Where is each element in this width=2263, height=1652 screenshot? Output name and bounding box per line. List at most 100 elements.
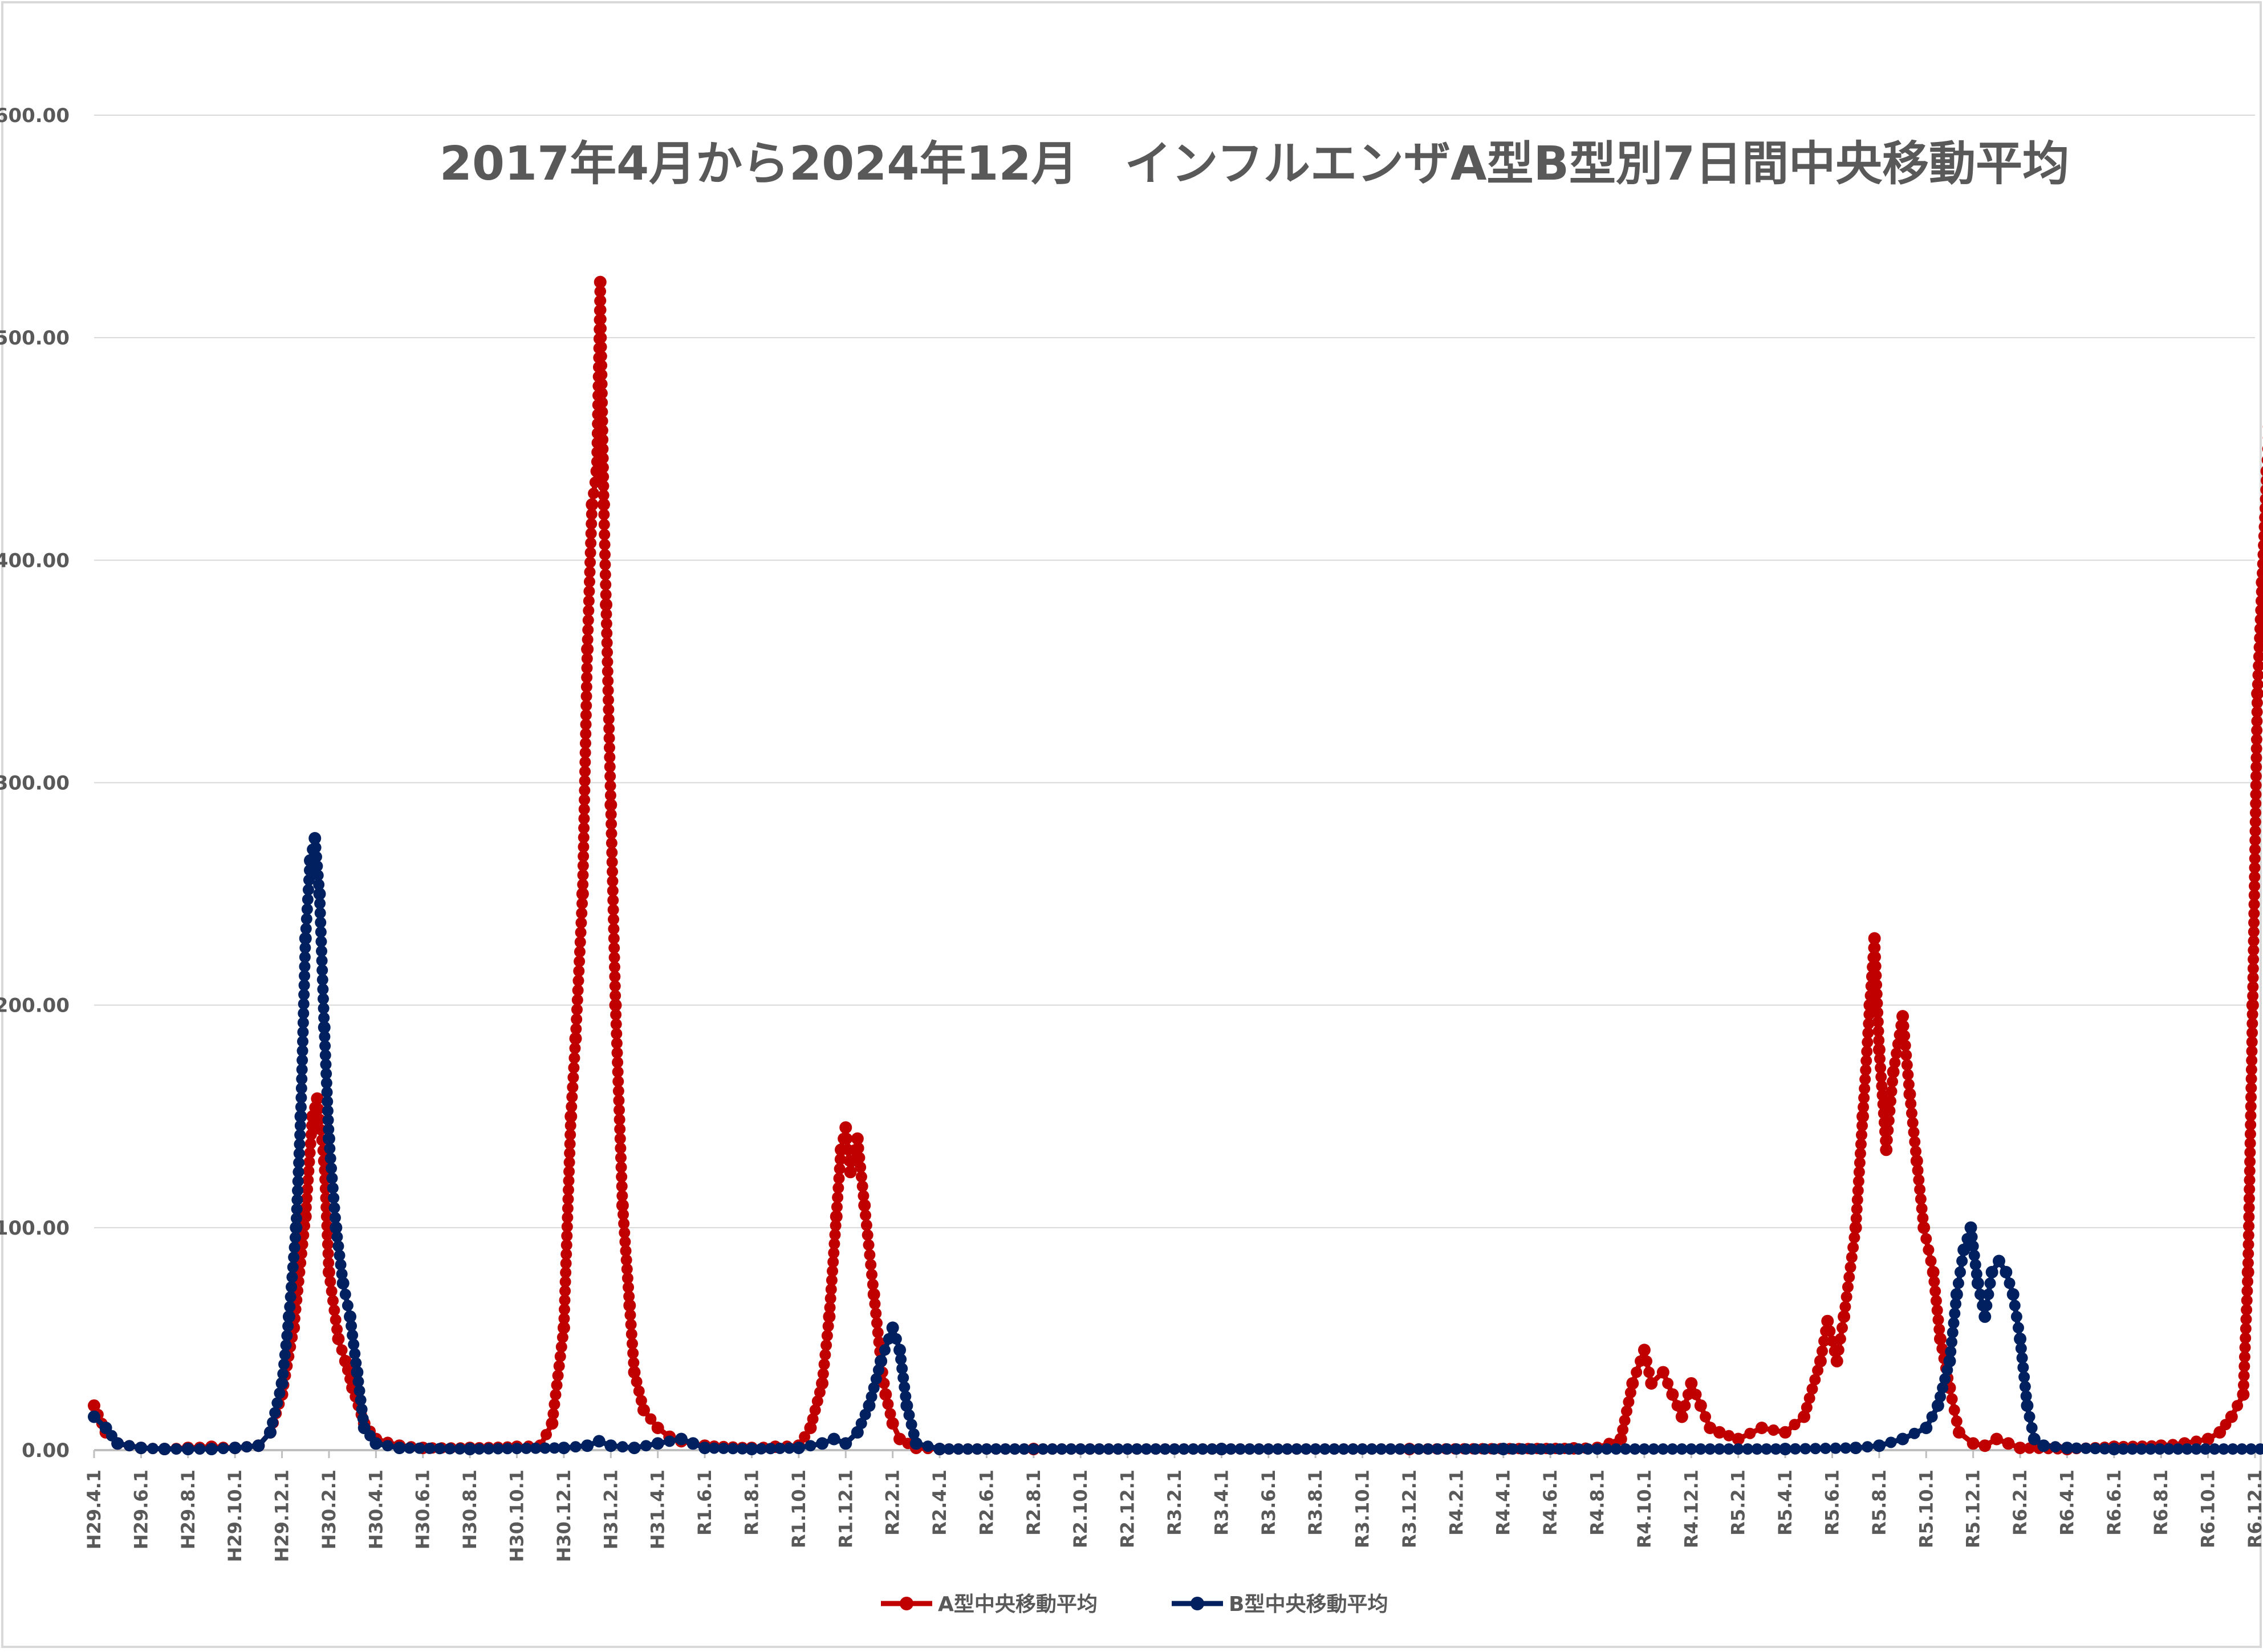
data-point xyxy=(1883,1115,1895,1126)
data-point xyxy=(599,559,611,570)
x-tick-label: R3.8.1 xyxy=(1305,1470,1326,1536)
data-point xyxy=(1953,1277,1964,1289)
data-point xyxy=(2000,1266,2012,1278)
data-point xyxy=(2021,1399,2033,1412)
data-point xyxy=(1927,1411,1938,1422)
data-point xyxy=(1831,1355,1843,1367)
data-point xyxy=(1839,1301,1851,1313)
data-point xyxy=(891,1333,902,1345)
data-point xyxy=(404,1442,415,1454)
data-point xyxy=(1882,1134,1893,1146)
data-point xyxy=(841,1133,852,1144)
data-point xyxy=(598,509,610,520)
data-point xyxy=(302,894,314,905)
data-point xyxy=(1631,1366,1642,1378)
data-point xyxy=(1902,1069,1913,1081)
data-point xyxy=(326,1285,338,1297)
data-point xyxy=(328,1305,340,1316)
data-point xyxy=(1900,1040,1911,1051)
x-tick-label: R3.4.1 xyxy=(1210,1470,1232,1536)
x-tick-label: R6.10.1 xyxy=(2197,1470,2219,1548)
data-point xyxy=(903,1410,915,1421)
data-point xyxy=(1850,1442,1862,1454)
data-point xyxy=(229,1442,241,1454)
legend-marker xyxy=(900,1597,913,1610)
data-point xyxy=(1645,1377,1657,1390)
data-point xyxy=(369,1437,382,1450)
x-tick-label: R5.6.1 xyxy=(1821,1470,1843,1536)
x-tick-label: H29.10.1 xyxy=(224,1470,246,1562)
data-point xyxy=(325,1152,336,1164)
data-point xyxy=(1821,1315,1834,1328)
data-point xyxy=(633,1386,645,1397)
data-point xyxy=(1896,1432,1909,1445)
data-point xyxy=(301,913,312,924)
data-point xyxy=(182,1443,194,1455)
data-point xyxy=(218,1443,229,1454)
data-point xyxy=(324,1276,336,1288)
data-point xyxy=(1956,1255,1968,1267)
x-tick-label: R5.10.1 xyxy=(1915,1470,1937,1548)
data-point xyxy=(1923,1244,1934,1256)
data-point xyxy=(861,1219,872,1231)
data-point xyxy=(1873,1439,1886,1452)
x-tick-label: R4.6.1 xyxy=(1539,1470,1561,1536)
data-point xyxy=(1978,1310,1991,1323)
y-tick-label: 600.00 xyxy=(0,104,70,127)
data-point xyxy=(865,1259,876,1271)
data-point xyxy=(1657,1366,1669,1378)
x-tick-label: R3.6.1 xyxy=(1258,1470,1279,1536)
data-point xyxy=(887,1417,899,1430)
data-point xyxy=(336,1344,348,1355)
data-point xyxy=(1953,1426,1965,1439)
data-point xyxy=(839,1437,852,1450)
x-tick-label: H29.4.1 xyxy=(83,1470,105,1549)
data-point xyxy=(1820,1443,1831,1454)
data-point xyxy=(588,488,599,499)
data-point xyxy=(568,1062,579,1073)
data-point xyxy=(567,1082,578,1093)
x-tick-label: R4.12.1 xyxy=(1680,1470,1702,1548)
data-point xyxy=(287,1261,299,1273)
data-point xyxy=(567,1071,579,1083)
data-point xyxy=(1676,1410,1688,1423)
data-point xyxy=(599,539,611,550)
data-point xyxy=(326,1163,337,1174)
x-tick-label: R1.6.1 xyxy=(694,1470,716,1536)
data-point xyxy=(586,498,598,511)
data-point xyxy=(342,1300,354,1311)
data-point xyxy=(828,1432,840,1445)
data-point xyxy=(1902,1060,1913,1071)
data-point xyxy=(1799,1443,1811,1454)
data-point xyxy=(1846,1252,1858,1263)
data-point xyxy=(1638,1343,1651,1356)
data-point xyxy=(302,903,313,915)
data-point xyxy=(1900,1049,1912,1061)
data-point xyxy=(267,1417,278,1428)
x-tick-label: H29.12.1 xyxy=(271,1470,293,1562)
data-point xyxy=(1949,1405,1960,1416)
x-tick-label: R2.8.1 xyxy=(1023,1470,1045,1536)
data-point xyxy=(88,1410,100,1423)
data-point xyxy=(159,1443,171,1455)
data-point xyxy=(793,1442,805,1454)
data-point xyxy=(839,1121,852,1134)
x-tick-label: R5.12.1 xyxy=(1963,1470,1984,1548)
x-tick-label: R5.2.1 xyxy=(1728,1470,1749,1536)
data-point xyxy=(541,1429,552,1440)
data-point xyxy=(1626,1377,1639,1390)
data-point xyxy=(558,1442,570,1454)
data-point xyxy=(664,1435,675,1447)
data-point xyxy=(1666,1388,1679,1401)
data-point xyxy=(862,1229,873,1241)
data-point xyxy=(2024,1411,2036,1422)
data-point xyxy=(1909,1428,1920,1439)
data-point xyxy=(1882,1125,1894,1136)
data-point xyxy=(805,1440,816,1451)
x-tick-label: R2.10.1 xyxy=(1070,1470,1091,1548)
data-point xyxy=(1824,1325,1835,1337)
y-tick-label: 300.00 xyxy=(0,772,70,795)
data-point xyxy=(1744,1428,1756,1439)
